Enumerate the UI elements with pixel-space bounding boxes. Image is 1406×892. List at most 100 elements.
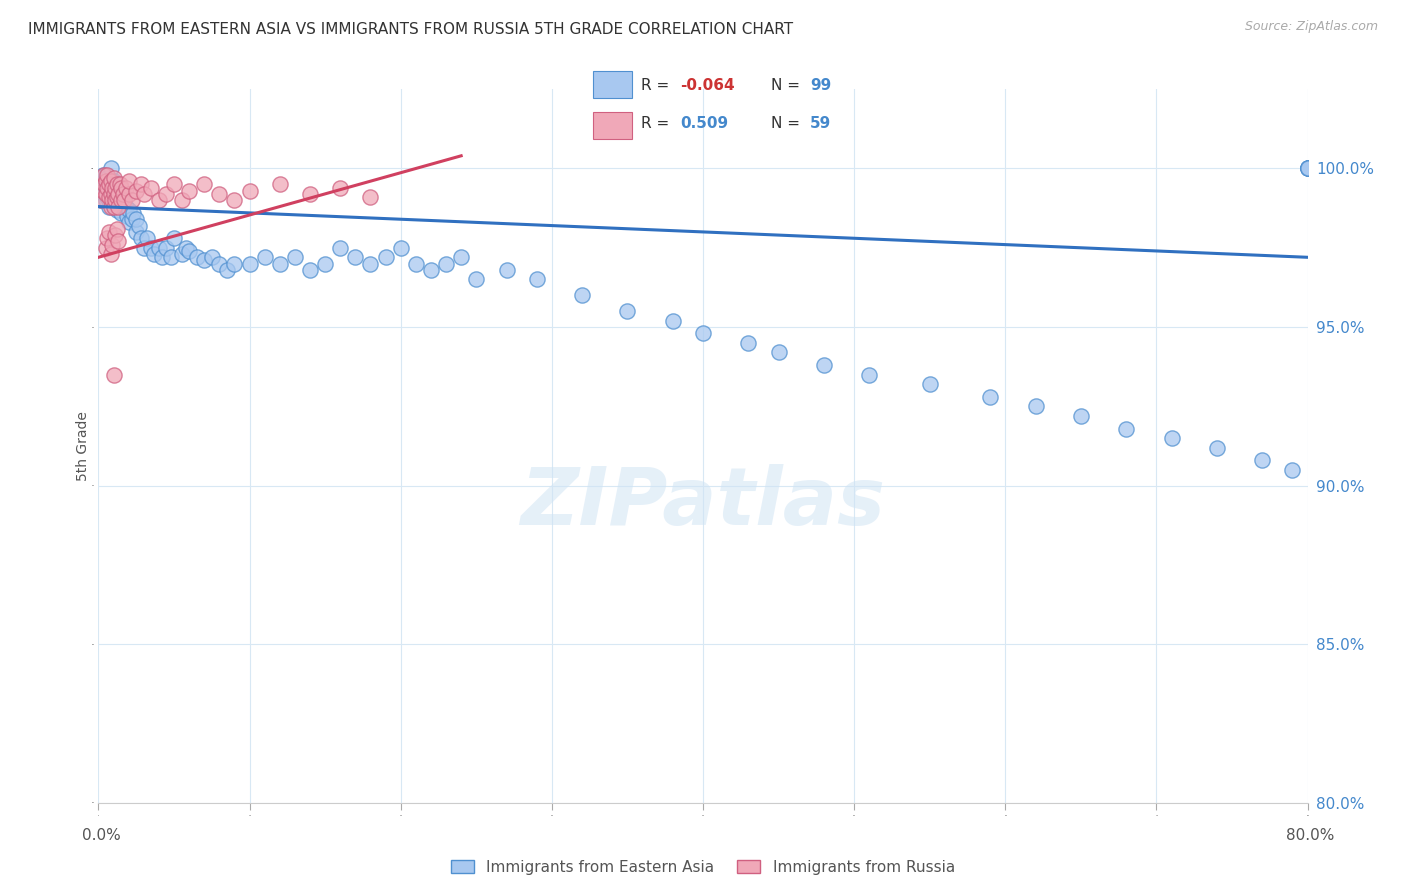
Point [239,257,262,271]
Point [155,241,177,255]
Point [103,368,125,382]
Text: N =: N = [770,116,804,131]
Point [114,180,136,194]
Point [813,358,835,372]
Point [94,193,117,207]
Point [121,193,143,207]
Point [344,250,367,264]
Point [148,193,170,207]
Point [135,231,157,245]
Point [434,257,457,271]
Point [1160,431,1182,445]
Point [284,250,307,264]
Point [170,193,193,207]
Point [100,200,122,214]
Point [110,193,132,207]
Text: 80.0%: 80.0% [1286,828,1334,843]
Point [918,377,941,392]
Point [105,178,128,192]
Point [103,200,125,214]
Point [93,178,115,192]
Point [104,180,127,194]
Point [571,288,593,302]
Point [163,178,186,192]
Point [114,200,136,214]
Text: 0.509: 0.509 [681,116,728,131]
Point [108,178,131,192]
Point [201,250,224,264]
Text: 59: 59 [810,116,831,131]
Point [129,178,152,192]
Text: ZIPatlas: ZIPatlas [520,464,886,542]
Point [360,257,382,271]
Point [105,202,128,217]
Point [170,247,193,261]
Point [118,186,141,201]
Point [94,186,117,201]
Point [150,250,173,264]
Point [1296,161,1319,176]
Point [101,180,124,194]
Point [101,174,124,188]
Point [360,190,382,204]
Point [1251,453,1274,467]
Point [118,174,141,188]
Point [118,215,141,229]
Point [239,184,262,198]
Point [94,241,117,255]
Point [193,178,215,192]
Point [450,250,472,264]
Point [174,241,197,255]
Point [329,180,352,194]
Point [1296,161,1319,176]
Point [94,168,117,182]
Point [163,231,186,245]
Text: 0.0%: 0.0% [82,828,121,843]
Point [93,186,115,201]
Point [179,184,201,198]
Point [105,186,128,201]
Point [420,263,443,277]
Point [299,263,322,277]
Point [858,368,880,382]
Point [90,193,112,207]
Point [115,209,138,223]
Text: 99: 99 [810,78,831,93]
Point [100,186,122,201]
Point [1281,463,1303,477]
Point [179,244,201,258]
Point [122,206,145,220]
Point [94,174,117,188]
Point [269,257,291,271]
Point [110,206,132,220]
Point [160,250,183,264]
Point [91,184,114,198]
Point [101,186,124,201]
Point [104,193,127,207]
Point [104,180,127,194]
Point [1070,409,1092,423]
Point [405,257,427,271]
Point [1296,161,1319,176]
Point [110,180,132,194]
Text: R =: R = [641,116,679,131]
Point [96,231,118,245]
Point [1115,421,1137,435]
Point [148,241,170,255]
Point [108,190,131,204]
Point [662,314,685,328]
Point [112,193,135,207]
Point [98,178,121,192]
Point [465,272,488,286]
Point [96,168,118,182]
Point [111,186,134,201]
Point [98,190,121,204]
Point [104,228,127,243]
Point [98,225,121,239]
Point [103,200,125,214]
Point [111,186,134,201]
Point [299,186,322,201]
Point [208,186,231,201]
Point [526,272,548,286]
Point [107,196,129,211]
